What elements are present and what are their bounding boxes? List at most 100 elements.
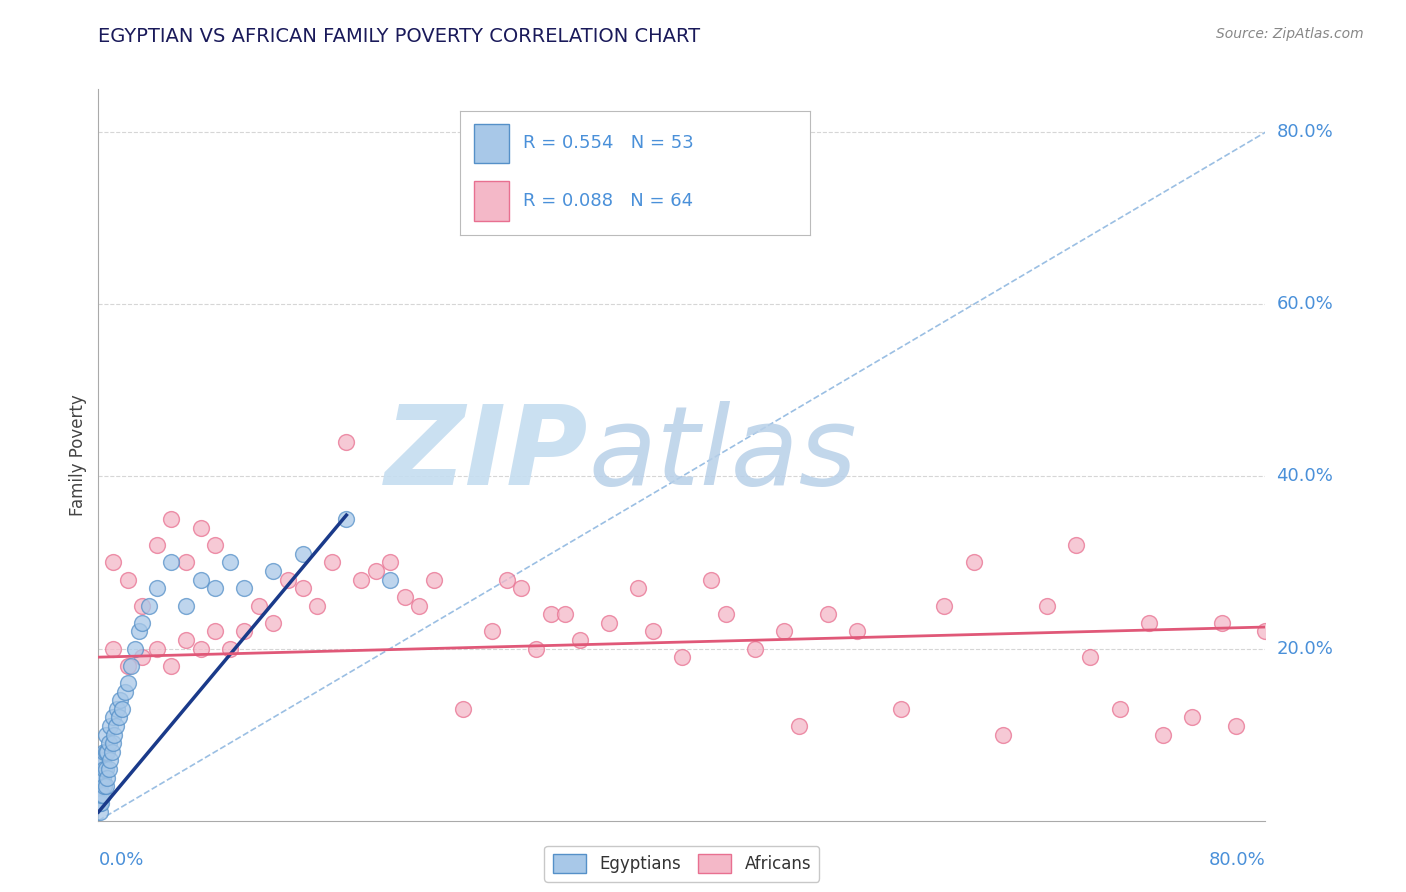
Point [247, 599, 270, 613]
Point [204, 538, 226, 552]
Point [91, 753, 114, 767]
Text: 60.0%: 60.0% [1277, 295, 1333, 313]
Point [204, 624, 226, 639]
Point [111, 702, 134, 716]
Y-axis label: Family Poverty: Family Poverty [69, 394, 87, 516]
Point [291, 547, 314, 561]
Point [100, 745, 122, 759]
Point [218, 556, 240, 570]
Text: 40.0%: 40.0% [1277, 467, 1333, 485]
Point [934, 599, 956, 613]
Point [90, 788, 112, 802]
Point [93, 762, 115, 776]
Point [98, 719, 121, 733]
Point [94, 762, 117, 776]
Point [131, 650, 153, 665]
Point [97, 762, 120, 776]
Point [1211, 615, 1233, 630]
Point [89, 788, 111, 802]
Point [101, 736, 124, 750]
Point [131, 599, 153, 613]
Point [262, 564, 284, 578]
Point [105, 702, 128, 716]
Text: ZIP: ZIP [385, 401, 589, 508]
Point [117, 676, 139, 690]
Point [378, 556, 402, 570]
Point [174, 599, 197, 613]
Point [138, 599, 160, 613]
Point [495, 573, 517, 587]
Point [91, 788, 114, 802]
Point [174, 632, 197, 647]
Point [277, 573, 299, 587]
Point [1152, 728, 1174, 742]
Text: 80.0%: 80.0% [1277, 123, 1333, 141]
Point [190, 573, 212, 587]
Point [1080, 650, 1102, 665]
Point [190, 641, 212, 656]
Point [120, 658, 142, 673]
Point [103, 728, 125, 742]
Point [218, 641, 240, 656]
Point [160, 658, 183, 673]
Point [89, 805, 111, 819]
Point [117, 573, 139, 587]
Point [90, 771, 112, 785]
Point [89, 797, 111, 811]
Point [1108, 702, 1130, 716]
Point [627, 582, 650, 596]
Point [91, 771, 114, 785]
Point [671, 650, 693, 665]
Point [90, 797, 112, 811]
Point [962, 556, 984, 570]
Point [890, 702, 912, 716]
Point [598, 615, 620, 630]
Point [101, 556, 124, 570]
Point [1254, 624, 1277, 639]
Point [350, 573, 373, 587]
Point [700, 573, 723, 587]
Text: Source: ZipAtlas.com: Source: ZipAtlas.com [1216, 27, 1364, 41]
Point [124, 641, 146, 656]
Point [1137, 615, 1160, 630]
Point [378, 573, 402, 587]
Point [335, 435, 357, 450]
Point [190, 521, 212, 535]
Point [93, 779, 115, 793]
Point [321, 556, 343, 570]
Point [262, 615, 284, 630]
Point [481, 624, 503, 639]
Text: EGYPTIAN VS AFRICAN FAMILY POVERTY CORRELATION CHART: EGYPTIAN VS AFRICAN FAMILY POVERTY CORRE… [98, 27, 700, 45]
Point [146, 538, 169, 552]
Point [90, 753, 112, 767]
Point [110, 693, 132, 707]
Point [1225, 719, 1247, 733]
Text: 80.0%: 80.0% [1209, 851, 1265, 869]
Point [98, 753, 121, 767]
Point [787, 719, 810, 733]
Point [131, 615, 153, 630]
Text: atlas: atlas [589, 401, 858, 508]
Point [146, 641, 169, 656]
Point [93, 745, 115, 759]
Point [101, 710, 124, 724]
Point [146, 582, 169, 596]
Point [233, 624, 256, 639]
Point [101, 641, 124, 656]
Point [1064, 538, 1087, 552]
Text: 20.0%: 20.0% [1277, 640, 1333, 657]
Point [817, 607, 839, 621]
Point [96, 745, 118, 759]
Point [128, 624, 150, 639]
Point [451, 702, 474, 716]
Point [117, 658, 139, 673]
Point [568, 632, 591, 647]
Point [96, 771, 118, 785]
Point [394, 590, 416, 604]
Point [540, 607, 562, 621]
Point [97, 736, 120, 750]
Point [233, 582, 256, 596]
Text: 0.0%: 0.0% [98, 851, 143, 869]
Point [160, 512, 183, 526]
Point [773, 624, 796, 639]
